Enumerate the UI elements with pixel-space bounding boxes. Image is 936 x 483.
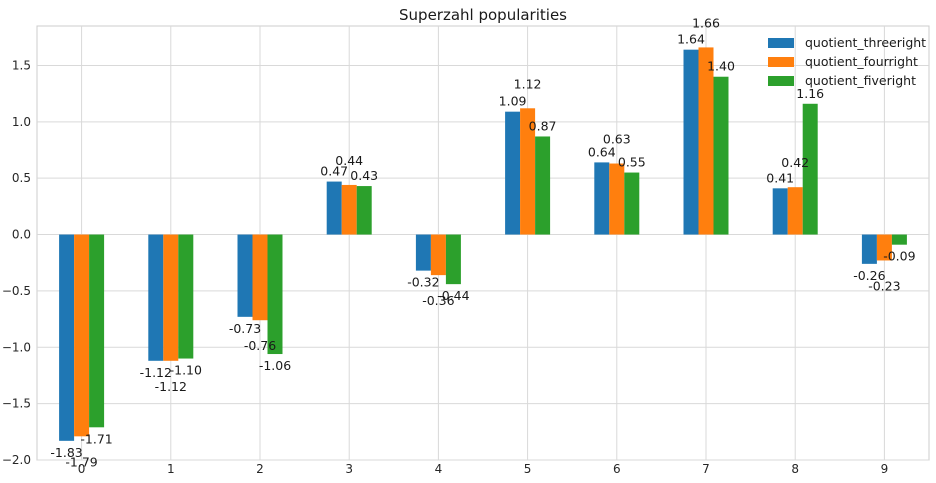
x-tick-label: 3 <box>345 462 353 476</box>
data-label-quotient_fourright: -0.23 <box>868 278 900 293</box>
bar-quotient_threeright <box>148 234 164 361</box>
bar-quotient_threeright <box>683 49 699 235</box>
data-label-quotient_threeright: -0.73 <box>229 321 261 336</box>
bar-quotient_fiveright <box>802 103 818 235</box>
data-label-quotient_threeright: 1.09 <box>499 94 527 109</box>
data-label-quotient_fiveright: 0.87 <box>529 118 557 133</box>
y-tick-label: 0.5 <box>12 171 31 185</box>
bar-quotient_fiveright <box>891 234 907 245</box>
data-label-quotient_fiveright: -1.10 <box>170 363 202 378</box>
data-label-quotient_fiveright: 0.43 <box>350 168 378 183</box>
y-tick-labels: −2.0 −1.5 −1.0 −0.5 0.0 0.5 1.0 1.5 <box>2 58 31 467</box>
x-tick-label: 9 <box>881 462 889 476</box>
x-tick-label: 2 <box>256 462 264 476</box>
data-label-quotient_fourright: -0.36 <box>422 293 454 308</box>
data-label-quotient_fourright: -1.12 <box>155 379 187 394</box>
data-label-quotient_fiveright: -1.71 <box>80 431 112 446</box>
bar-quotient_fourright <box>876 234 892 261</box>
legend-label-quotient_fiveright: quotient_fiveright <box>805 73 916 88</box>
legend-label-quotient_fourright: quotient_fourright <box>805 54 918 69</box>
x-tick-label: 7 <box>702 462 710 476</box>
legend-swatch-quotient_fiveright <box>768 76 794 86</box>
data-label-quotient_threeright: -0.26 <box>853 268 885 283</box>
bar-quotient_fourright <box>520 108 536 235</box>
bar-quotient_fourright <box>163 234 179 361</box>
bar-quotient_fiveright <box>713 76 729 235</box>
bar-quotient_fourright <box>698 47 714 235</box>
y-tick-label: 1.0 <box>12 115 31 129</box>
bar-quotient_fourright <box>74 234 90 437</box>
data-label-quotient_threeright: 1.64 <box>677 32 705 47</box>
data-label-quotient_fourright: 1.66 <box>692 15 720 30</box>
bar-quotient_fiveright <box>356 186 372 235</box>
x-tick-label: 6 <box>613 462 621 476</box>
y-tick-label: −1.5 <box>2 397 31 411</box>
x-tick-label: 4 <box>435 462 443 476</box>
bar-quotient_fourright <box>430 234 446 276</box>
bar-quotient_fourright <box>341 184 357 235</box>
bar-quotient_fiveright <box>178 234 194 359</box>
y-tick-label: −2.0 <box>2 453 31 467</box>
bar-quotient_fiveright <box>445 234 461 285</box>
data-label-quotient_threeright: -1.83 <box>50 445 82 460</box>
data-label-quotient_threeright: -1.12 <box>140 365 172 380</box>
bar-quotient_fiveright <box>624 172 640 235</box>
data-labels: -1.83 -1.12 -0.73 0.47 -0.32 1.09 0.64 1.64 0.41… <box>50 15 915 469</box>
data-label-quotient_threeright: 0.41 <box>766 170 794 185</box>
bar-quotient_threeright <box>237 234 253 317</box>
x-tick-label: 0 <box>78 462 86 476</box>
bar-quotient_fiveright <box>89 234 105 428</box>
bar-quotient_threeright <box>772 188 788 235</box>
x-tick-labels: 0 1 2 3 4 5 6 7 8 9 <box>78 462 888 476</box>
data-label-quotient_fourright: -0.76 <box>244 338 276 353</box>
y-tick-label: −1.0 <box>2 340 31 354</box>
bar-quotient_threeright <box>59 234 75 441</box>
data-label-quotient_fourright: 1.12 <box>514 76 542 91</box>
bar-quotient_threeright <box>861 234 877 264</box>
data-label-quotient_threeright: -0.32 <box>407 275 439 290</box>
bar-quotient_threeright <box>326 181 342 235</box>
data-label-quotient_fiveright: 1.16 <box>796 86 824 101</box>
y-tick-label: −0.5 <box>2 284 31 298</box>
bar-quotient_threeright <box>594 162 610 235</box>
data-label-quotient_fourright: 0.63 <box>603 132 631 147</box>
data-label-quotient_fiveright: -0.09 <box>883 249 915 264</box>
legend-swatch-quotient_threeright <box>768 38 794 48</box>
data-label-quotient_fourright: -1.79 <box>65 454 97 469</box>
chart-title: Superzahl popularities <box>399 6 567 24</box>
y-tick-label: 1.5 <box>12 58 31 72</box>
bar-quotient_threeright <box>415 234 431 271</box>
data-label-quotient_threeright: 0.47 <box>320 164 348 179</box>
bar-quotient_fiveright <box>267 234 283 355</box>
bar-quotient_fourright <box>252 234 268 321</box>
data-label-quotient_fourright: 0.44 <box>335 153 363 168</box>
x-tick-label: 1 <box>167 462 175 476</box>
x-tick-label: 8 <box>791 462 799 476</box>
legend-swatch-quotient_fourright <box>768 57 794 67</box>
bar-quotient_fourright <box>609 163 625 235</box>
data-label-quotient_fiveright: 0.55 <box>618 155 646 170</box>
data-label-quotient_fourright: 0.42 <box>781 155 809 170</box>
bar-quotient_fourright <box>787 187 803 235</box>
legend: quotient_threeright quotient_fourrightquo… <box>768 35 926 88</box>
data-label-quotient_fiveright: -1.06 <box>259 358 291 373</box>
y-tick-label: 0.0 <box>12 228 31 242</box>
x-tick-label: 5 <box>524 462 532 476</box>
data-label-quotient_fiveright: 1.40 <box>707 59 735 74</box>
data-label-quotient_threeright: 0.64 <box>588 144 616 159</box>
bar-quotient_fiveright <box>535 136 551 235</box>
bar-quotient_threeright <box>505 111 521 235</box>
data-label-quotient_fiveright: -0.44 <box>437 288 469 303</box>
legend-label-quotient_threeright: quotient_threeright <box>805 35 926 50</box>
bars <box>59 47 907 441</box>
